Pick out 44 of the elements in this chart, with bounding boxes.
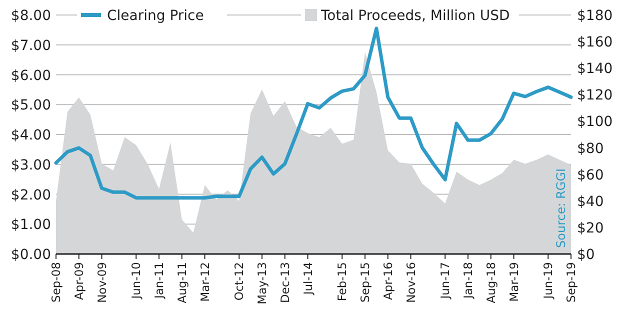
y-tick-label: $3.00 bbox=[10, 157, 51, 174]
x-tick-label: Jan-11 bbox=[152, 262, 166, 300]
x-tick-label: Oct-12 bbox=[232, 262, 246, 301]
y2-tick-label: $180 bbox=[577, 8, 613, 24]
x-tick-label: May-13 bbox=[255, 262, 269, 304]
x-tick-label: Jun-17 bbox=[438, 262, 452, 300]
legend-label: Total Proceeds, Million USD bbox=[320, 8, 510, 24]
y-tick-label: $7.00 bbox=[10, 38, 51, 54]
y2-tick-label: $100 bbox=[577, 114, 613, 130]
y2-tick-label: $0 bbox=[577, 247, 595, 263]
y2-tick-label: $140 bbox=[577, 61, 613, 78]
x-tick-label: Nov-09 bbox=[94, 262, 109, 303]
y2-tick-label: $20 bbox=[577, 220, 604, 236]
x-tick-label: Apr-16 bbox=[380, 262, 395, 300]
x-tick-label: Jan-18 bbox=[461, 262, 475, 300]
y2-tick-label: $120 bbox=[577, 88, 613, 104]
y-tick-label: $5.00 bbox=[10, 98, 51, 114]
y2-tick-label: $40 bbox=[577, 194, 604, 210]
y2-tick-label: $160 bbox=[577, 34, 613, 51]
y-tick-label: $0.00 bbox=[10, 247, 51, 263]
x-tick-label: Sep-08 bbox=[49, 262, 63, 302]
y-tick-label: $8.00 bbox=[10, 8, 51, 24]
y-tick-label: $2.00 bbox=[10, 187, 51, 204]
x-tick-label: Nov-16 bbox=[404, 262, 418, 303]
y2-tick-label: $60 bbox=[577, 167, 604, 184]
x-tick-label: Apr-09 bbox=[72, 262, 86, 300]
y-tick-label: $6.00 bbox=[10, 68, 51, 84]
x-tick-label: Mar-12 bbox=[198, 262, 212, 302]
x-tick-label: Jun-19 bbox=[541, 262, 556, 300]
x-tick-label: Aug-18 bbox=[484, 262, 498, 304]
x-tick-label: Aug-11 bbox=[174, 262, 189, 304]
annotation: Source: RGGI bbox=[554, 168, 568, 248]
y-tick-label: $1.00 bbox=[10, 217, 51, 234]
x-tick-label: Dec-13 bbox=[278, 262, 292, 304]
legend-label: Clearing Price bbox=[107, 8, 204, 24]
x-tick-label: Sep-19 bbox=[564, 262, 578, 302]
y-tick-label: $4.00 bbox=[10, 128, 51, 144]
x-tick-label: Jul-14 bbox=[300, 262, 315, 296]
x-tick-label: Sep-15 bbox=[358, 262, 372, 302]
x-tick-label: Mar-19 bbox=[506, 262, 521, 302]
x-tick-label: Feb-15 bbox=[335, 262, 350, 302]
x-tick-label: Jun-10 bbox=[129, 262, 144, 300]
line-series bbox=[54, 26, 573, 200]
y2-tick-label: $80 bbox=[577, 140, 604, 157]
